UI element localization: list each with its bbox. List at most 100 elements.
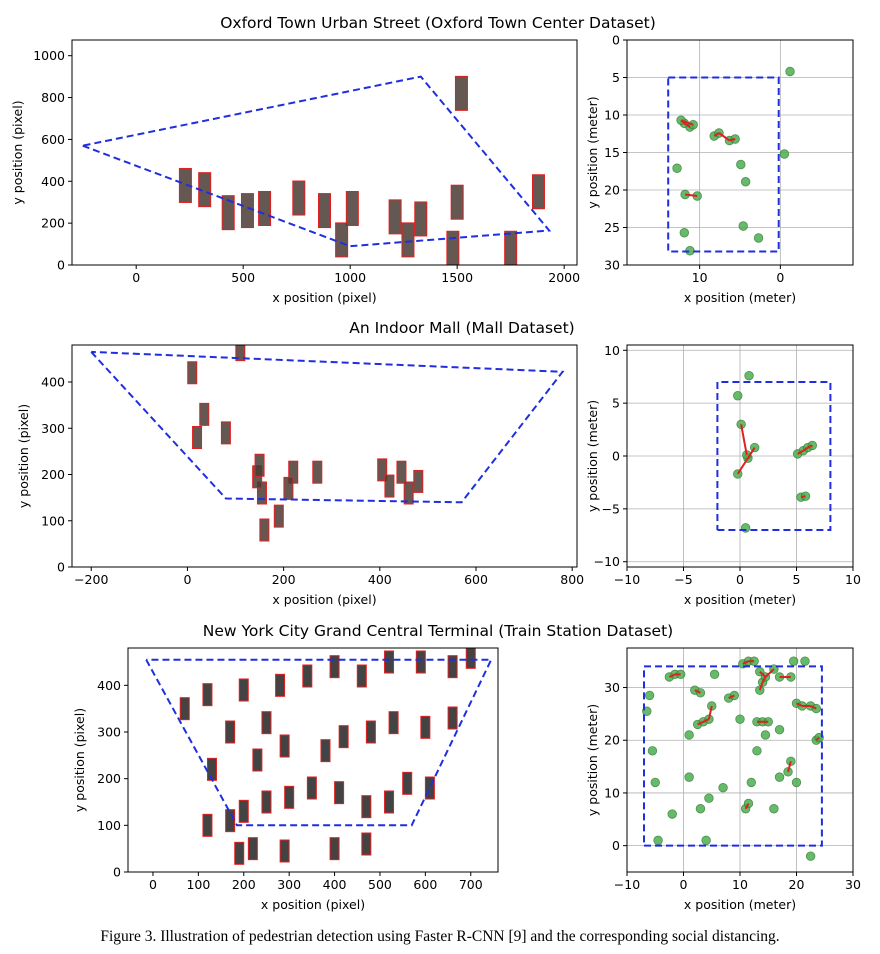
- violation-link: [728, 694, 735, 699]
- y-tick-label: −10: [594, 554, 620, 569]
- pedestrian-point: [672, 163, 682, 173]
- plot-area: [642, 656, 824, 861]
- pedestrian-point: [774, 724, 785, 735]
- pedestrian-point: [738, 221, 748, 231]
- x-tick-label: 500: [368, 877, 392, 892]
- detection-box: [420, 715, 431, 739]
- detection-box: [238, 799, 249, 823]
- pedestrian: [384, 791, 394, 813]
- region-of-interest: [90, 350, 565, 504]
- pedestrian: [404, 482, 414, 504]
- pedestrian: [389, 199, 402, 234]
- chart-title: An Indoor Mall (Mall Dataset): [349, 319, 574, 337]
- detection-box: [377, 458, 388, 482]
- chart-title: New York City Grand Central Terminal (Tr…: [203, 622, 673, 640]
- x-tick-label: −5: [674, 572, 692, 587]
- detection-box: [329, 837, 340, 861]
- violation-link: [718, 132, 731, 142]
- y-tick-label: 200: [97, 771, 121, 786]
- pedestrian: [446, 231, 459, 265]
- x-tick-label: 0: [132, 270, 140, 285]
- pedestrian: [414, 201, 427, 236]
- x-tick-label: −200: [74, 572, 108, 587]
- x-tick-label: 10: [845, 572, 861, 587]
- axes-frame: [71, 344, 578, 568]
- y-tick-label: 0: [612, 33, 620, 48]
- detection-box: [221, 195, 235, 231]
- y-tick-label: 300: [97, 725, 121, 740]
- x-axis-label: x position (pixel): [261, 897, 365, 912]
- pedestrian-point: [644, 690, 655, 701]
- x-tick-label: 800: [560, 572, 584, 587]
- x-axis-label: x position (meter): [684, 290, 796, 305]
- violation-link: [796, 702, 803, 707]
- violation-link: [787, 761, 792, 773]
- detection-box: [384, 474, 395, 498]
- pedestrian: [284, 786, 294, 809]
- y-tick-label: 0: [57, 258, 65, 273]
- detection-box: [202, 813, 213, 837]
- x-tick-label: 300: [277, 877, 301, 892]
- y-axis-label: y position (meter): [585, 96, 600, 208]
- detection-box: [192, 426, 203, 449]
- pedestrian-point: [752, 746, 762, 756]
- detection-box: [238, 678, 249, 702]
- y-tick-label: 20: [604, 733, 620, 748]
- pedestrian-point: [800, 656, 810, 666]
- pedestrian: [198, 172, 211, 207]
- pedestrian: [420, 716, 430, 739]
- y-tick-label: −5: [602, 501, 620, 516]
- violation-link: [736, 457, 749, 475]
- pedestrian: [402, 772, 412, 795]
- pedestrian-point: [760, 730, 771, 740]
- plot-area: [672, 66, 795, 256]
- violation-link: [742, 660, 749, 665]
- pedestrian: [357, 665, 367, 687]
- pedestrian: [318, 193, 331, 228]
- detection-box: [273, 504, 284, 528]
- detection-box: [179, 697, 190, 721]
- detection-box: [413, 469, 424, 493]
- y-tick-label: 5: [612, 70, 620, 85]
- y-axis-label: y position (pixel): [72, 708, 87, 812]
- y-tick-label: 10: [604, 785, 620, 800]
- pedestrian-point: [701, 835, 711, 846]
- violation-link: [729, 138, 736, 142]
- x-tick-label: 400: [323, 877, 347, 892]
- plot-area: [178, 75, 545, 265]
- detection-box: [220, 421, 231, 445]
- plot-area: [179, 648, 476, 865]
- detection-box: [450, 184, 464, 220]
- pedestrian: [187, 361, 197, 384]
- detection-box: [365, 720, 376, 744]
- pedestrian: [258, 191, 271, 226]
- pedestrian: [384, 475, 394, 498]
- x-tick-label: −10: [614, 877, 640, 892]
- pedestrian-point: [779, 149, 790, 159]
- y-tick-label: 0: [57, 560, 65, 575]
- y-tick-label: 800: [41, 90, 65, 105]
- y-tick-label: 200: [41, 216, 65, 231]
- pedestrian: [361, 833, 371, 855]
- violation-link: [713, 132, 720, 137]
- pedestrian: [280, 840, 290, 862]
- y-axis-label: y position (meter): [585, 704, 600, 816]
- pedestrian: [252, 465, 262, 488]
- detection-box: [447, 706, 458, 730]
- detection-box: [247, 837, 258, 861]
- y-tick-label: 0: [612, 838, 620, 853]
- detection-box: [187, 361, 198, 385]
- detection-box: [318, 193, 331, 229]
- detection-box: [465, 648, 476, 669]
- pedestrian: [202, 683, 212, 706]
- pedestrian: [248, 837, 258, 860]
- pedestrian: [366, 721, 376, 743]
- pedestrian: [455, 76, 468, 111]
- y-tick-label: 5: [612, 396, 620, 411]
- pedestrian: [199, 403, 209, 426]
- pedestrian: [532, 174, 545, 209]
- detection-box: [178, 167, 192, 203]
- pedestrian: [312, 461, 322, 484]
- pedestrian-point: [785, 66, 795, 77]
- pedestrian: [221, 421, 231, 444]
